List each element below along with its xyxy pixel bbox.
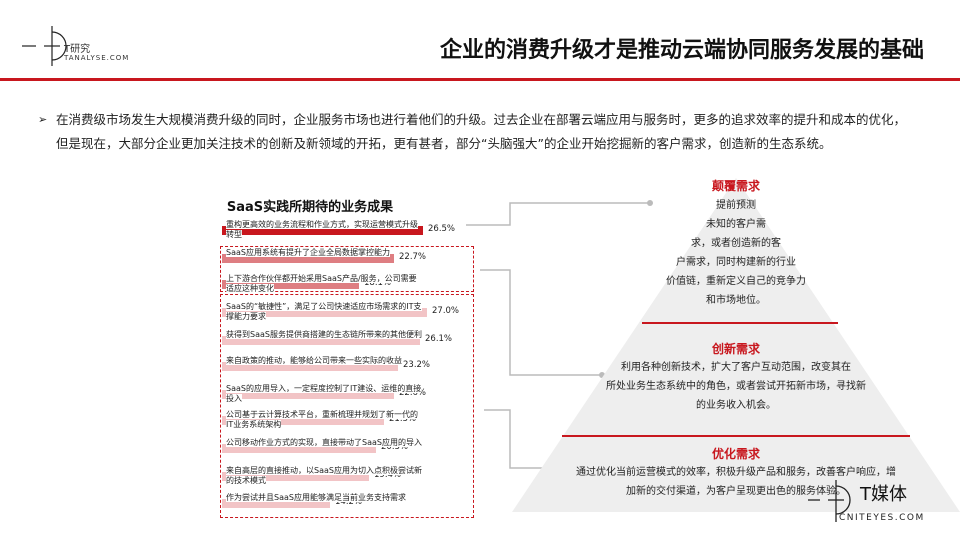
- bar-category-label: 公司基于云计算技术平台，重新梳理并规划了新一代的IT业务系统架构: [226, 410, 418, 429]
- bar-category-label: 重构更高效的业务流程和作业方式，实现运营模式升级转型: [226, 220, 418, 239]
- bar-value-label: 26.5%: [428, 224, 456, 234]
- bar-category-label: 来自政策的推动，能够给公司带来一些实际的收益: [226, 356, 402, 365]
- bar-category-label: SaaS应用系统有提升了企业全局数据掌控能力: [226, 248, 390, 257]
- footer-brand-sub: CNITEYES.COM: [839, 513, 925, 523]
- group-box-top: [220, 246, 474, 292]
- pyramid-level-2-text: 利用各种创新技术，扩大了客户互动范围，改变其在 所处业务生态系统中的角色，或者尝…: [606, 362, 866, 411]
- pyramid-level-1-title: 颠覆需求: [711, 179, 760, 193]
- chart-title: SaaS实践所期待的业务成果: [226, 200, 394, 215]
- pyramid-level-3-title: 优化需求: [711, 447, 760, 461]
- bar: [222, 390, 394, 399]
- bar-category-label: SaaS的“敏捷性”，满足了公司快速适应市场需求的IT支撑能力要求: [226, 302, 422, 321]
- pyramid-level-3-text: 通过优化当前运营模式的效率，积极升级产品和服务，改善客户响应，增 加新的交付渠道…: [576, 467, 896, 497]
- tmedia-logo: [808, 480, 851, 522]
- footer-brand-name: T媒体: [860, 484, 907, 505]
- group-box-bottom: [220, 294, 474, 518]
- bar-category-label: 来自高层的直接推动，以SaaS应用为切入点积极尝试新的技术模式: [226, 466, 422, 485]
- bar: [222, 499, 330, 508]
- pyramid-level-2-title: 创新需求: [711, 342, 760, 356]
- bar-value-label: 23.2%: [403, 360, 431, 370]
- intro-text: 在消费级市场发生大规模消费升级的同时，企业服务市场也进行着他们的升级。过去企业在…: [56, 112, 907, 151]
- connector-top-dot: [647, 200, 653, 206]
- bar: [222, 416, 384, 425]
- bar: [222, 308, 427, 317]
- bar-value-label: 21.3%: [389, 414, 417, 424]
- bar-value-label: 20.3%: [381, 442, 409, 452]
- tanalyse-logo: [22, 26, 67, 66]
- logo-sub: TANALYSE.COM: [64, 54, 130, 62]
- page-title: 企业的消费升级才是推动云端协同服务发展的基础: [439, 38, 924, 63]
- bar-value-label: 22.7%: [399, 252, 427, 262]
- bar: [222, 254, 394, 263]
- logo-name: T研究: [64, 44, 91, 55]
- bar: [222, 280, 359, 289]
- bar-category-label: 公司移动作业方式的实现，直接带动了SaaS应用的导入: [226, 438, 422, 447]
- bar-category-label: 作为尝试并且SaaS应用能够满足当前业务支持需求: [226, 493, 406, 502]
- bar-value-label: 18.1%: [364, 278, 392, 288]
- bar: [222, 444, 376, 453]
- title-divider: [0, 78, 960, 81]
- bar: [222, 336, 420, 345]
- intro-paragraph: ➢ 在消费级市场发生大规模消费升级的同时，企业服务市场也进行着他们的升级。过去企…: [38, 108, 918, 156]
- connector-top: [466, 202, 650, 226]
- pyramid-level-1-text: 提前预测 未知的客户需 求，或者创造新的客 户需求，同时构建新的行业 价值链，重…: [666, 200, 806, 306]
- connector-bottom: [484, 409, 560, 469]
- bar-value-label: 14.2%: [335, 497, 363, 507]
- bar-category-label: 上下游合作伙伴都开始采用SaaS产品/服务，公司需要适应这种变化: [226, 274, 417, 293]
- bar-value-label: 19.4%: [374, 470, 402, 480]
- bar: [222, 226, 423, 235]
- bar-category-label: 获得到SaaS服务提供商搭建的生态链所带来的其他便利: [226, 330, 422, 339]
- connector-middle: [480, 269, 602, 376]
- bar: [222, 472, 369, 481]
- arrow-bullet-icon: ➢: [38, 113, 48, 126]
- bar-category-label: SaaS的应用导入，一定程度控制了IT建设、运维的直接投入: [226, 384, 422, 403]
- bar-value-label: 22.6%: [399, 388, 427, 398]
- pyramid-shape: [512, 178, 960, 512]
- bar-value-label: 26.1%: [425, 334, 453, 344]
- bar: [222, 362, 398, 371]
- bar-value-label: 27.0%: [432, 306, 460, 316]
